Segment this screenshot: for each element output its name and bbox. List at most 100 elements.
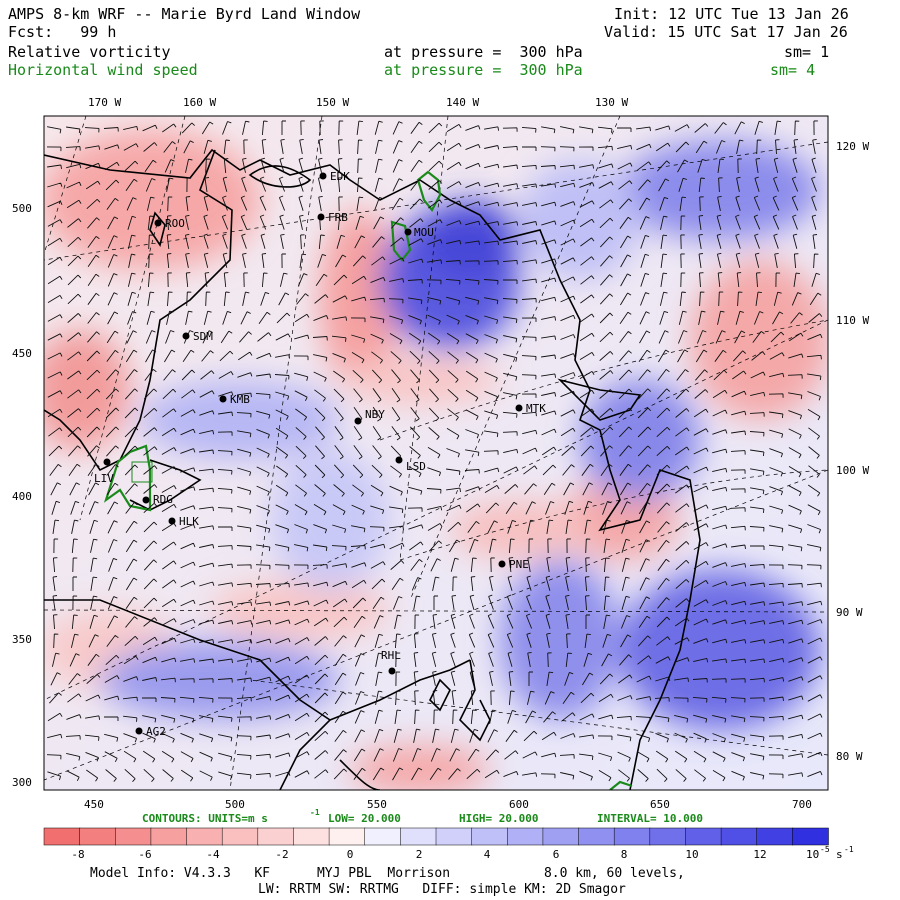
svg-text:PNE: PNE bbox=[509, 558, 529, 571]
svg-text:KMB: KMB bbox=[230, 393, 250, 406]
svg-text:RHL: RHL bbox=[381, 649, 401, 662]
colorbar-swatch bbox=[221, 827, 259, 846]
x-tick-450: 450 bbox=[84, 798, 104, 811]
svg-text:EDK: EDK bbox=[330, 170, 350, 183]
colorbar-swatch bbox=[364, 827, 402, 846]
y-tick-400: 400 bbox=[12, 490, 32, 503]
lon-label-80w: 80 W bbox=[836, 750, 863, 763]
model-info-line1: Model Info: V4.3.3 KF MYJ PBL Morrison 8… bbox=[90, 866, 685, 881]
colorbar-swatch bbox=[257, 827, 295, 846]
colorbar-swatch bbox=[685, 827, 722, 846]
station-roo: ROO bbox=[154, 217, 185, 230]
colorbar-tick-label: 0 bbox=[347, 848, 354, 861]
field2-level: at pressure = 300 hPa bbox=[384, 61, 583, 79]
plot-frame bbox=[43, 115, 829, 791]
wind-barbs bbox=[46, 120, 823, 783]
colorbar bbox=[43, 827, 829, 846]
svg-text:RDG: RDG bbox=[153, 493, 173, 506]
svg-text:LSD: LSD bbox=[406, 460, 426, 473]
colorbar-swatch bbox=[150, 827, 188, 846]
station-pne: PNE bbox=[498, 558, 529, 571]
station-frb: FRB bbox=[317, 211, 348, 224]
station-kmb: KMB bbox=[219, 393, 250, 406]
colorbar-swatch bbox=[578, 827, 615, 846]
map-title: AMPS 8-km WRF -- Marie Byrd Land Window bbox=[8, 5, 361, 23]
station-markers: ROO FRB EDK MOU SDM KMB NBY MTK LIV LSD … bbox=[94, 170, 546, 738]
colorbar-labels: -8 -6 -4 -2 0 2 4 6 8 10 12 bbox=[71, 848, 766, 861]
colorbar-swatch bbox=[471, 827, 509, 846]
station-edk: EDK bbox=[319, 170, 350, 183]
svg-text:NBY: NBY bbox=[365, 408, 385, 421]
contour-info: CONTOURS: UNITS=m s -1 LOW= 20.000 HIGH=… bbox=[142, 808, 703, 825]
station-rhl: RHL bbox=[381, 649, 401, 675]
svg-text:MOU: MOU bbox=[414, 226, 434, 239]
colorbar-swatch bbox=[400, 827, 437, 846]
x-tick-550: 550 bbox=[367, 798, 387, 811]
colorbar-swatch bbox=[756, 827, 794, 846]
y-tick-350: 350 bbox=[12, 633, 32, 646]
lon-label-120w: 120 W bbox=[836, 140, 869, 153]
coastline bbox=[44, 148, 701, 790]
wind-barb-path bbox=[46, 120, 823, 783]
valid-time: Valid: 15 UTC Sat 17 Jan 26 bbox=[604, 23, 848, 41]
contour-high: HIGH= 20.000 bbox=[459, 812, 538, 825]
svg-text:LIV: LIV bbox=[94, 472, 114, 485]
station-mtk: MTK bbox=[515, 402, 546, 415]
station-mou: MOU bbox=[404, 226, 434, 239]
axis-labels: 170 W 160 W 150 W 140 W 130 W 120 W 110 … bbox=[12, 96, 869, 811]
contour-units: CONTOURS: UNITS=m s bbox=[142, 812, 268, 825]
forecast-hour: Fcst: 99 h bbox=[8, 23, 117, 41]
contour-units-exp: -1 bbox=[310, 808, 320, 817]
colorbar-tick-label: -2 bbox=[275, 848, 288, 861]
x-tick-700: 700 bbox=[792, 798, 812, 811]
station-liv: LIV bbox=[94, 458, 114, 485]
y-tick-450: 450 bbox=[12, 347, 32, 360]
field2-name: Horizontal wind speed bbox=[8, 61, 198, 79]
colorbar-swatch bbox=[435, 827, 473, 846]
colorbar-swatch bbox=[542, 827, 580, 846]
colorbar-units: 10 -5 s -1 bbox=[806, 845, 854, 861]
colorbar-tick-label: 8 bbox=[621, 848, 628, 861]
colorbar-unit-base: 10 bbox=[806, 848, 819, 861]
station-nby: NBY bbox=[354, 408, 385, 425]
field2-smoothing: sm= 4 bbox=[770, 61, 816, 79]
field1-smoothing: sm= 1 bbox=[784, 43, 830, 61]
x-tick-600: 600 bbox=[509, 798, 529, 811]
lon-label-170w: 170 W bbox=[88, 96, 121, 109]
model-info-line2: LW: RRTM SW: RRTMG DIFF: simple KM: 2D S… bbox=[258, 882, 626, 897]
lon-label-140w: 140 W bbox=[446, 96, 479, 109]
field1-level: at pressure = 300 hPa bbox=[384, 43, 583, 61]
colorbar-swatch bbox=[43, 827, 81, 846]
lon-label-160w: 160 W bbox=[183, 96, 216, 109]
colorbar-unit-suffix-exp: -1 bbox=[844, 845, 854, 854]
station-ag2: AG2 bbox=[135, 725, 166, 738]
x-tick-650: 650 bbox=[650, 798, 670, 811]
vorticity-field bbox=[44, 116, 828, 790]
colorbar-swatch bbox=[115, 827, 152, 846]
svg-text:FRB: FRB bbox=[328, 211, 348, 224]
colorbar-tick-label: 12 bbox=[753, 848, 766, 861]
colorbar-swatch bbox=[293, 827, 330, 846]
colorbar-swatch bbox=[186, 827, 223, 846]
field1-name: Relative vorticity bbox=[8, 43, 171, 61]
colorbar-tick-label: 2 bbox=[416, 848, 423, 861]
inset-box bbox=[131, 461, 153, 483]
station-lsd: LSD bbox=[395, 456, 426, 473]
colorbar-tick-label: -6 bbox=[138, 848, 151, 861]
svg-text:HLK: HLK bbox=[179, 515, 199, 528]
lon-label-100w: 100 W bbox=[836, 464, 869, 477]
lon-label-90w: 90 W bbox=[836, 606, 863, 619]
svg-text:SDM: SDM bbox=[193, 330, 213, 343]
y-tick-300: 300 bbox=[12, 776, 32, 789]
colorbar-tick-label: 10 bbox=[685, 848, 698, 861]
y-tick-500: 500 bbox=[12, 202, 32, 215]
lon-label-110w: 110 W bbox=[836, 314, 869, 327]
x-tick-500: 500 bbox=[225, 798, 245, 811]
colorbar-swatch bbox=[328, 827, 366, 846]
svg-text:MTK: MTK bbox=[526, 402, 546, 415]
svg-text:ROO: ROO bbox=[165, 217, 185, 230]
contour-low: LOW= 20.000 bbox=[328, 812, 401, 825]
colorbar-swatch bbox=[720, 827, 758, 846]
colorbar-tick-label: -8 bbox=[71, 848, 84, 861]
